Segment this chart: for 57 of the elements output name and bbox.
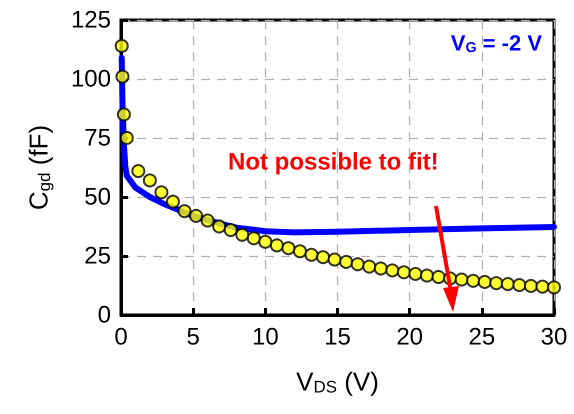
y-tick-label: 0 [98,302,111,328]
point [500,277,515,292]
point [524,278,538,293]
x-tick-label: 5 [186,324,200,350]
point [478,274,492,289]
point [246,231,261,246]
point [420,268,434,283]
point [466,274,480,288]
point [115,70,130,84]
point [339,254,354,269]
point [178,204,192,218]
x-tick-label: 20 [396,324,424,350]
point [362,260,376,274]
point [142,173,157,188]
point [396,265,411,280]
point [270,238,284,252]
y-tick-label: 125 [70,6,111,34]
point [350,257,365,272]
x-axis-title: VDS (V) [296,366,379,397]
point [224,223,238,238]
point [189,208,204,223]
point [316,250,330,264]
point [304,248,319,262]
x-tick-label: 0 [114,324,128,350]
annotation: VG = -2 V [450,30,542,56]
point [489,276,504,290]
x-tick-label: 10 [252,324,279,350]
point [408,266,422,281]
point [120,131,134,145]
point [292,244,307,258]
point [131,164,146,178]
point [547,280,561,294]
point [374,262,388,276]
point [454,272,469,287]
y-axis-title: Cgd (fF) [24,124,54,210]
point [328,252,342,267]
point [512,278,526,292]
point [235,228,250,242]
point [385,263,400,278]
x-tick-label: 25 [468,324,496,350]
point [114,38,129,53]
point [535,280,550,294]
point [212,220,226,234]
point [200,214,215,228]
annotation: Not possible to fit! [228,148,439,176]
y-tick-label: 50 [84,184,111,210]
y-tick-label: 25 [84,242,111,270]
y-tick-label: 100 [70,66,111,92]
x-tick-label: 15 [324,324,351,350]
point [166,194,180,209]
y-tick-label: 75 [84,124,111,152]
point [432,270,446,284]
x-tick-label: 30 [540,324,568,350]
point [154,185,168,200]
point [116,107,131,122]
point [258,234,272,249]
point [281,241,296,256]
